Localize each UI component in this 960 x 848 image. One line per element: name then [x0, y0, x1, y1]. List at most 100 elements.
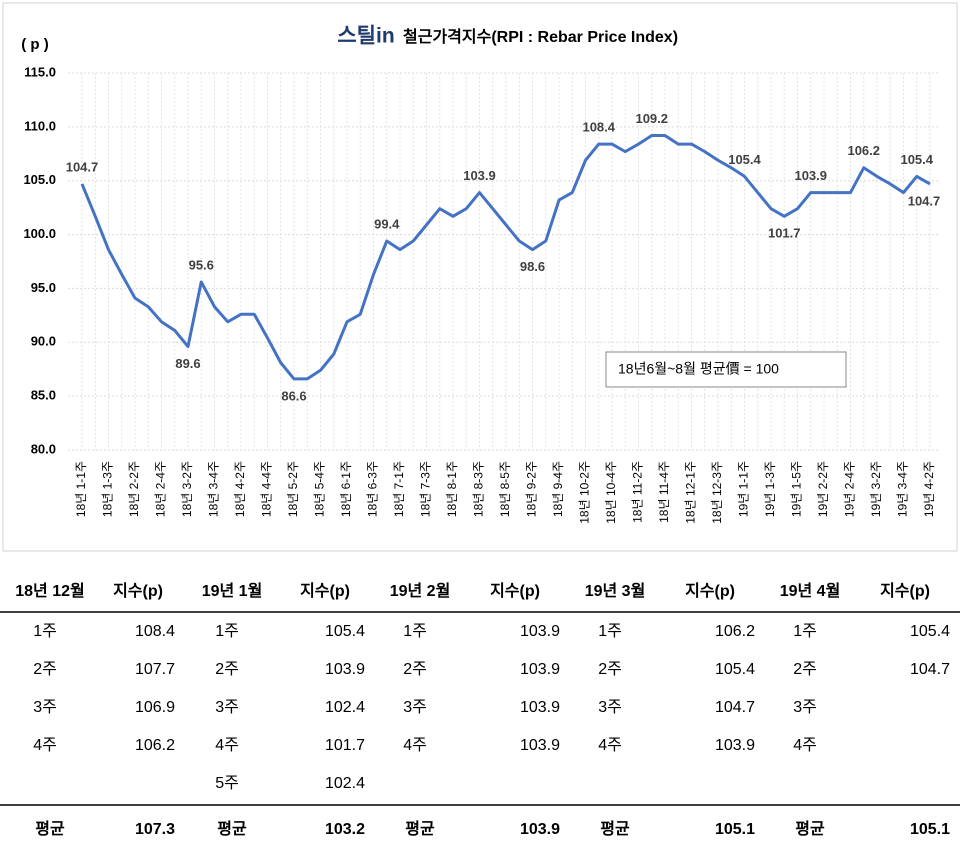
table-footer: 103.9: [520, 821, 560, 838]
table-cell: 105.4: [325, 623, 365, 640]
table-cell: 105.4: [715, 661, 755, 678]
x-tick-label: 18년 1-1주: [74, 461, 88, 517]
x-tick-label: 19년 2-4주: [843, 461, 857, 517]
x-tick-label: 18년 7-1주: [392, 461, 406, 517]
x-tick-label: 19년 1-3주: [763, 461, 777, 517]
table-cell: 1주: [33, 623, 57, 640]
data-label: 86.6: [281, 388, 306, 403]
table-cell: 2주: [793, 661, 817, 678]
table-cell: 103.9: [325, 661, 365, 678]
table-header: 지수(p): [300, 582, 350, 600]
x-tick-label: 19년 3-2주: [869, 461, 883, 517]
x-tick-label: 18년 5-4주: [313, 461, 327, 517]
table-cell: 102.4: [325, 699, 365, 716]
data-label: 106.2: [847, 143, 880, 158]
table-cell: 103.9: [520, 623, 560, 640]
table-header: 18년 12월: [15, 581, 84, 600]
y-axis-label: ( p ): [21, 36, 49, 53]
table-cell: 1주: [598, 623, 622, 640]
line: [80, 133, 931, 381]
table-cell: 2주: [403, 661, 427, 678]
data-label: 109.2: [635, 111, 668, 126]
table-cell: 106.9: [135, 699, 175, 716]
table-header: 지수(p): [113, 582, 163, 600]
table-cell: 103.9: [520, 737, 560, 754]
data-label: 105.4: [900, 152, 933, 167]
table-cell: 101.7: [325, 737, 365, 754]
table-cell: 4주: [403, 737, 427, 754]
table-cell: 2주: [598, 661, 622, 678]
x-tick-label: 19년 4-2주: [922, 461, 936, 517]
x-tick-label: 18년 11-4주: [657, 461, 671, 523]
table-cell: 3주: [793, 699, 817, 716]
table-header: 지수(p): [685, 582, 735, 600]
x-tick-label: 18년 11-2주: [631, 461, 645, 523]
data-label: 103.9: [463, 168, 496, 183]
table-cell: 3주: [215, 699, 239, 716]
x-tick-label: 18년 7-3주: [419, 461, 433, 517]
x-tick-label: 19년 1-5주: [790, 461, 804, 517]
x-tick-label: 18년 3-2주: [180, 461, 194, 517]
y-tick-label: 95.0: [31, 280, 56, 295]
table-cell: 104.7: [715, 699, 755, 716]
x-tick-label: 18년 12-1주: [684, 461, 698, 524]
x-tick-label: 18년 6-1주: [339, 461, 353, 517]
x-tick-label: 18년 2-4주: [154, 461, 168, 517]
y-tick-label: 115.0: [24, 64, 56, 79]
x-tick-label: 18년 5-2주: [286, 461, 300, 517]
logo: 스틸in: [337, 25, 394, 48]
x-tick-label: 18년 6-3주: [366, 461, 380, 517]
x-tick-label: 19년 3-4주: [896, 461, 910, 517]
table-cell: 2주: [215, 661, 239, 678]
table-header: 19년 3월: [585, 581, 646, 600]
x-tick-label: 18년 9-4주: [551, 461, 565, 517]
x-tick-label: 18년 2-2주: [127, 461, 141, 517]
y-tick-label: 90.0: [31, 334, 56, 349]
table-footer: 평균: [405, 820, 435, 838]
table-cell: 108.4: [135, 623, 175, 640]
y-tick-label: 105.0: [23, 172, 56, 187]
data-label: 101.7: [768, 226, 801, 241]
data-label: 99.4: [374, 216, 400, 231]
table-footer: 103.2: [325, 821, 365, 838]
table-header: 지수(p): [880, 582, 930, 600]
y-tick-label: 110.0: [24, 118, 56, 133]
y-tick-label: 85.0: [31, 388, 56, 403]
data-label: 104.7: [908, 193, 941, 208]
x-tick-label: 18년 8-3주: [472, 461, 486, 517]
table-cell: 106.2: [135, 737, 175, 754]
table-header: 지수(p): [490, 582, 540, 600]
table-header: 19년 4월: [780, 581, 841, 600]
x-tick-label: 18년 10-2주: [578, 461, 592, 524]
table-cell: 107.7: [135, 661, 175, 678]
table-cell: 106.2: [715, 623, 755, 640]
table-cell: 4주: [793, 737, 817, 754]
data-label: 108.4: [582, 120, 615, 135]
table-cell: 104.7: [910, 661, 950, 678]
table-cell: 1주: [793, 623, 817, 640]
x-tick-label: 18년 4-2주: [233, 461, 247, 517]
table-cell: 4주: [33, 737, 57, 754]
table-cell: 1주: [215, 623, 239, 640]
annotation: 18년6월~8월 평균價 = 100: [618, 361, 779, 377]
table-header: 19년 2월: [390, 581, 451, 600]
y-tick-label: 100.0: [23, 226, 56, 241]
table-cell: 4주: [598, 737, 622, 754]
data-label: 103.9: [794, 168, 827, 183]
table-header: 19년 1월: [202, 581, 263, 600]
x-tick-label: 19년 1-1주: [737, 461, 751, 517]
data-label: 98.6: [520, 259, 545, 274]
x-tick-label: 18년 10-4주: [604, 461, 618, 524]
chart-title: 철근가격지수(RPI : Rebar Price Index): [403, 28, 678, 46]
table-cell: 103.9: [520, 699, 560, 716]
table-cell: 4주: [215, 737, 239, 754]
table-cell: 3주: [33, 699, 57, 716]
table-footer: 105.1: [910, 821, 950, 838]
y-tick-label: 80.0: [31, 441, 56, 456]
x-tick-label: 18년 1-3주: [101, 461, 115, 517]
table-cell: 3주: [403, 699, 427, 716]
data-label: 104.7: [66, 159, 99, 174]
annotation-box: [605, 351, 847, 388]
data-label: 95.6: [189, 257, 214, 272]
